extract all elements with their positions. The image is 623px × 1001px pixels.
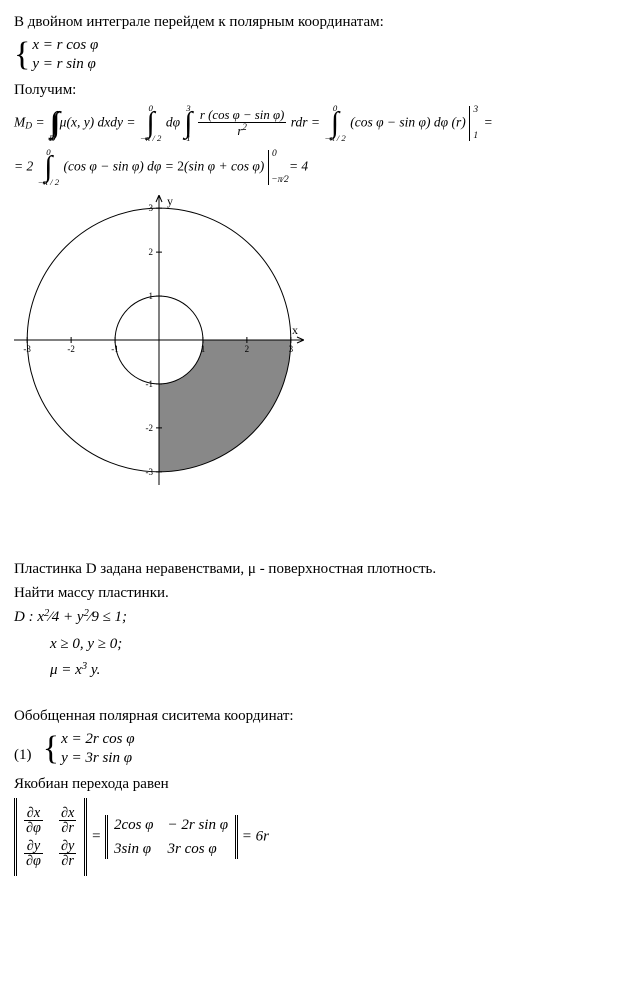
svg-text:-2: -2 <box>67 344 75 354</box>
svg-text:3: 3 <box>149 203 154 213</box>
poluchim-text: Получим: <box>14 80 609 100</box>
domain-mu: μ = x3 y. <box>14 660 609 680</box>
integral-4: 0 ∫ −π / 2 <box>38 148 60 186</box>
polar-substitution-system: { x = r cos φ y = r sin φ <box>14 36 609 74</box>
intro-text: В двойном интеграле перейдем к полярным … <box>14 12 609 32</box>
jacobian-matrix-partials: ∂x∂φ ∂x∂r ∂y∂φ ∂y∂r <box>14 798 87 876</box>
annulus-diagram: -3 -2 -1 1 2 3 -3 -2 -1 1 2 3 x y <box>14 195 304 485</box>
svg-text:1: 1 <box>201 344 206 354</box>
domain-cond2: x ≥ 0, y ≥ 0; <box>14 634 609 654</box>
double-integral-icon: ∫∫ D <box>49 104 55 142</box>
problem-line1: Пластинка D задана неравенствами, μ - по… <box>14 559 609 579</box>
generalized-polar-text: Обобщенная полярная сиситема координат: <box>14 706 609 726</box>
integral-1: 0 ∫ −π / 2 <box>140 104 162 142</box>
svg-text:-1: -1 <box>146 379 154 389</box>
brace-icon: { <box>14 38 30 72</box>
system1-line1: x = r cos φ <box>32 36 98 55</box>
MD-label: M <box>14 114 25 129</box>
eval-bar-2: 0 −π⁄2 <box>268 150 269 185</box>
sys2-line1: x = 2r cos φ <box>61 730 134 749</box>
region-chart: -3 -2 -1 1 2 3 -3 -2 -1 1 2 3 x y <box>14 195 609 491</box>
mass-integral-line2: = 2 0 ∫ −π / 2 (cos φ − sin φ) dφ = 2(si… <box>14 148 609 186</box>
domain-definition: D : x2⁄4 + y2⁄9 ≤ 1; <box>14 607 609 627</box>
eval-bar-1: 3 1 <box>469 106 470 141</box>
svg-text:y: y <box>167 195 173 208</box>
svg-text:-3: -3 <box>146 467 154 477</box>
system1-line2: y = r sin φ <box>32 55 98 74</box>
eq-number-1: (1) <box>14 747 32 763</box>
svg-text:-1: -1 <box>111 344 119 354</box>
svg-text:2: 2 <box>245 344 250 354</box>
fraction-1: r (cos φ − sin φ) r2 <box>198 109 286 138</box>
svg-text:-3: -3 <box>23 344 31 354</box>
sys2-line2: y = 3r sin φ <box>61 749 134 768</box>
integral-2: 3 ∫ 1 <box>184 104 192 142</box>
svg-text:3: 3 <box>289 344 294 354</box>
jacobian-matrix-values: 2cos φ − 2r sin φ 3sin φ 3r cos φ <box>105 813 238 862</box>
generalized-polar-system: (1) { x = 2r cos φ y = 3r sin φ <box>14 730 609 768</box>
problem-line2: Найти массу пластинки. <box>14 583 609 603</box>
jacobian-equation: ∂x∂φ ∂x∂r ∂y∂φ ∂y∂r = 2cos φ − 2r sin φ … <box>14 798 609 876</box>
brace-icon: { <box>43 732 59 766</box>
svg-text:2: 2 <box>149 247 154 257</box>
mass-integral-line1: MD = ∫∫ D μ(x, y) dxdy = 0 ∫ −π / 2 dφ 3… <box>14 104 609 142</box>
svg-text:x: x <box>292 323 298 337</box>
svg-text:-2: -2 <box>146 423 154 433</box>
integral-3: 0 ∫ −π / 2 <box>324 104 346 142</box>
jacobian-label: Якобиан перехода равен <box>14 774 609 794</box>
svg-text:1: 1 <box>149 291 154 301</box>
